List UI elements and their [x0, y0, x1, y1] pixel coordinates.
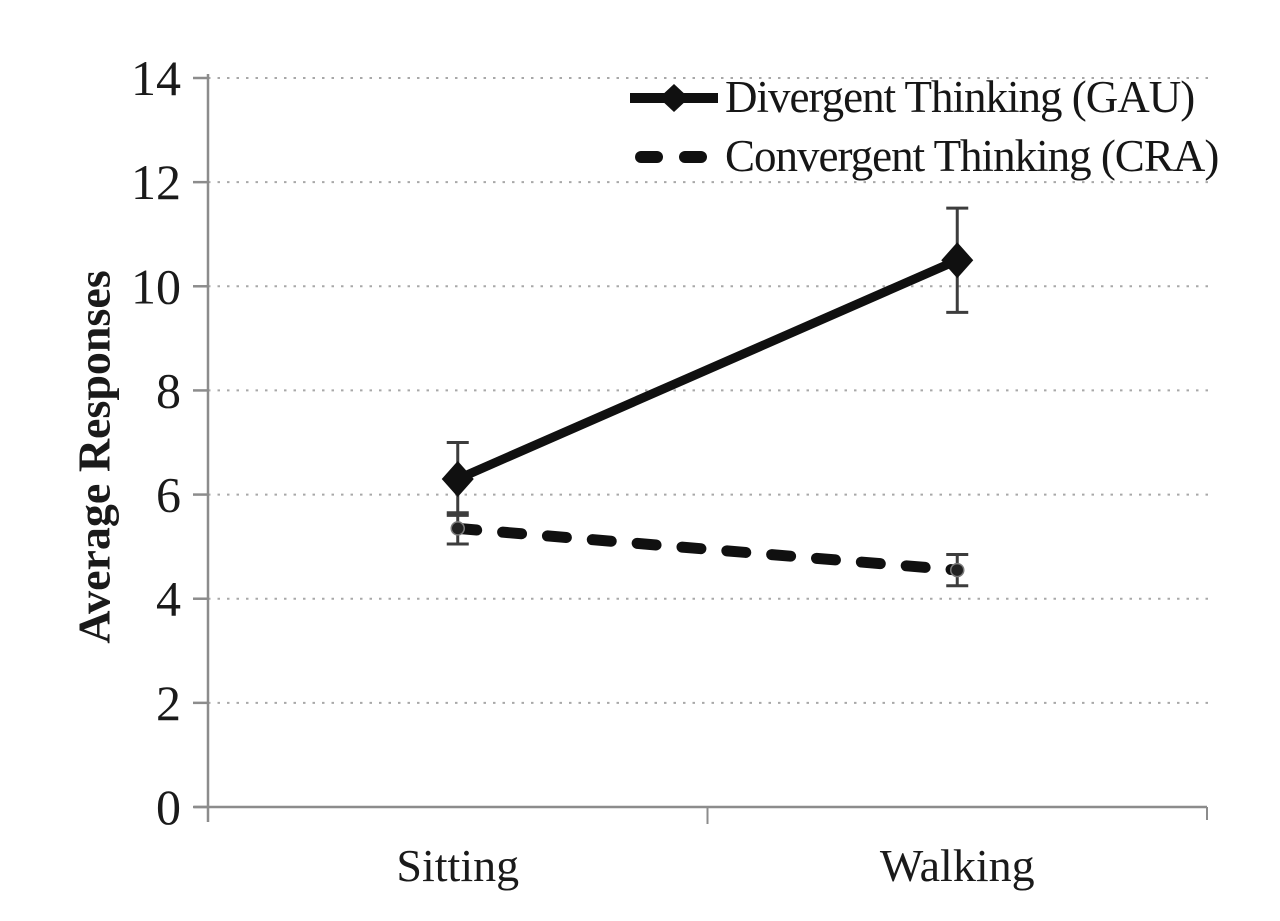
- marker-diamond-divergent-gau-0: [441, 460, 474, 497]
- x-category-label-walking: Walking: [880, 840, 1035, 891]
- solid-line-diamond-swatch-icon: [630, 83, 718, 112]
- y-tick-label-2: 2: [156, 675, 181, 731]
- legend-item-convergent-cra: Convergent Thinking (CRA): [628, 127, 1219, 186]
- marker-diamond-divergent-gau-1: [941, 242, 974, 279]
- y-tick-label-12: 12: [131, 154, 181, 210]
- legend-label-convergent-cra: Convergent Thinking (CRA): [725, 131, 1219, 181]
- legend: Divergent Thinking (GAU) Convergent Thin…: [628, 68, 1219, 186]
- y-tick-label-8: 8: [156, 362, 181, 418]
- y-axis-title: Average Responses: [68, 270, 120, 644]
- legend-label-divergent-gau: Divergent Thinking (GAU): [725, 72, 1195, 122]
- y-tick-label-10: 10: [131, 258, 181, 314]
- marker-dot-convergent-cra-0: [450, 521, 465, 536]
- y-tick-label-0: 0: [156, 779, 181, 835]
- legend-item-divergent-gau: Divergent Thinking (GAU): [628, 68, 1218, 127]
- y-tick-label-4: 4: [156, 571, 181, 627]
- marker-dot-convergent-cra-1: [950, 562, 965, 578]
- x-category-label-sitting: Sitting: [396, 840, 519, 891]
- series-line-divergent-gau: [455, 256, 960, 484]
- series-line-convergent-cra: [452, 522, 963, 576]
- y-tick-label-6: 6: [156, 467, 181, 523]
- dashed-line-swatch-icon: [635, 150, 707, 163]
- y-tick-label-14: 14: [131, 50, 181, 106]
